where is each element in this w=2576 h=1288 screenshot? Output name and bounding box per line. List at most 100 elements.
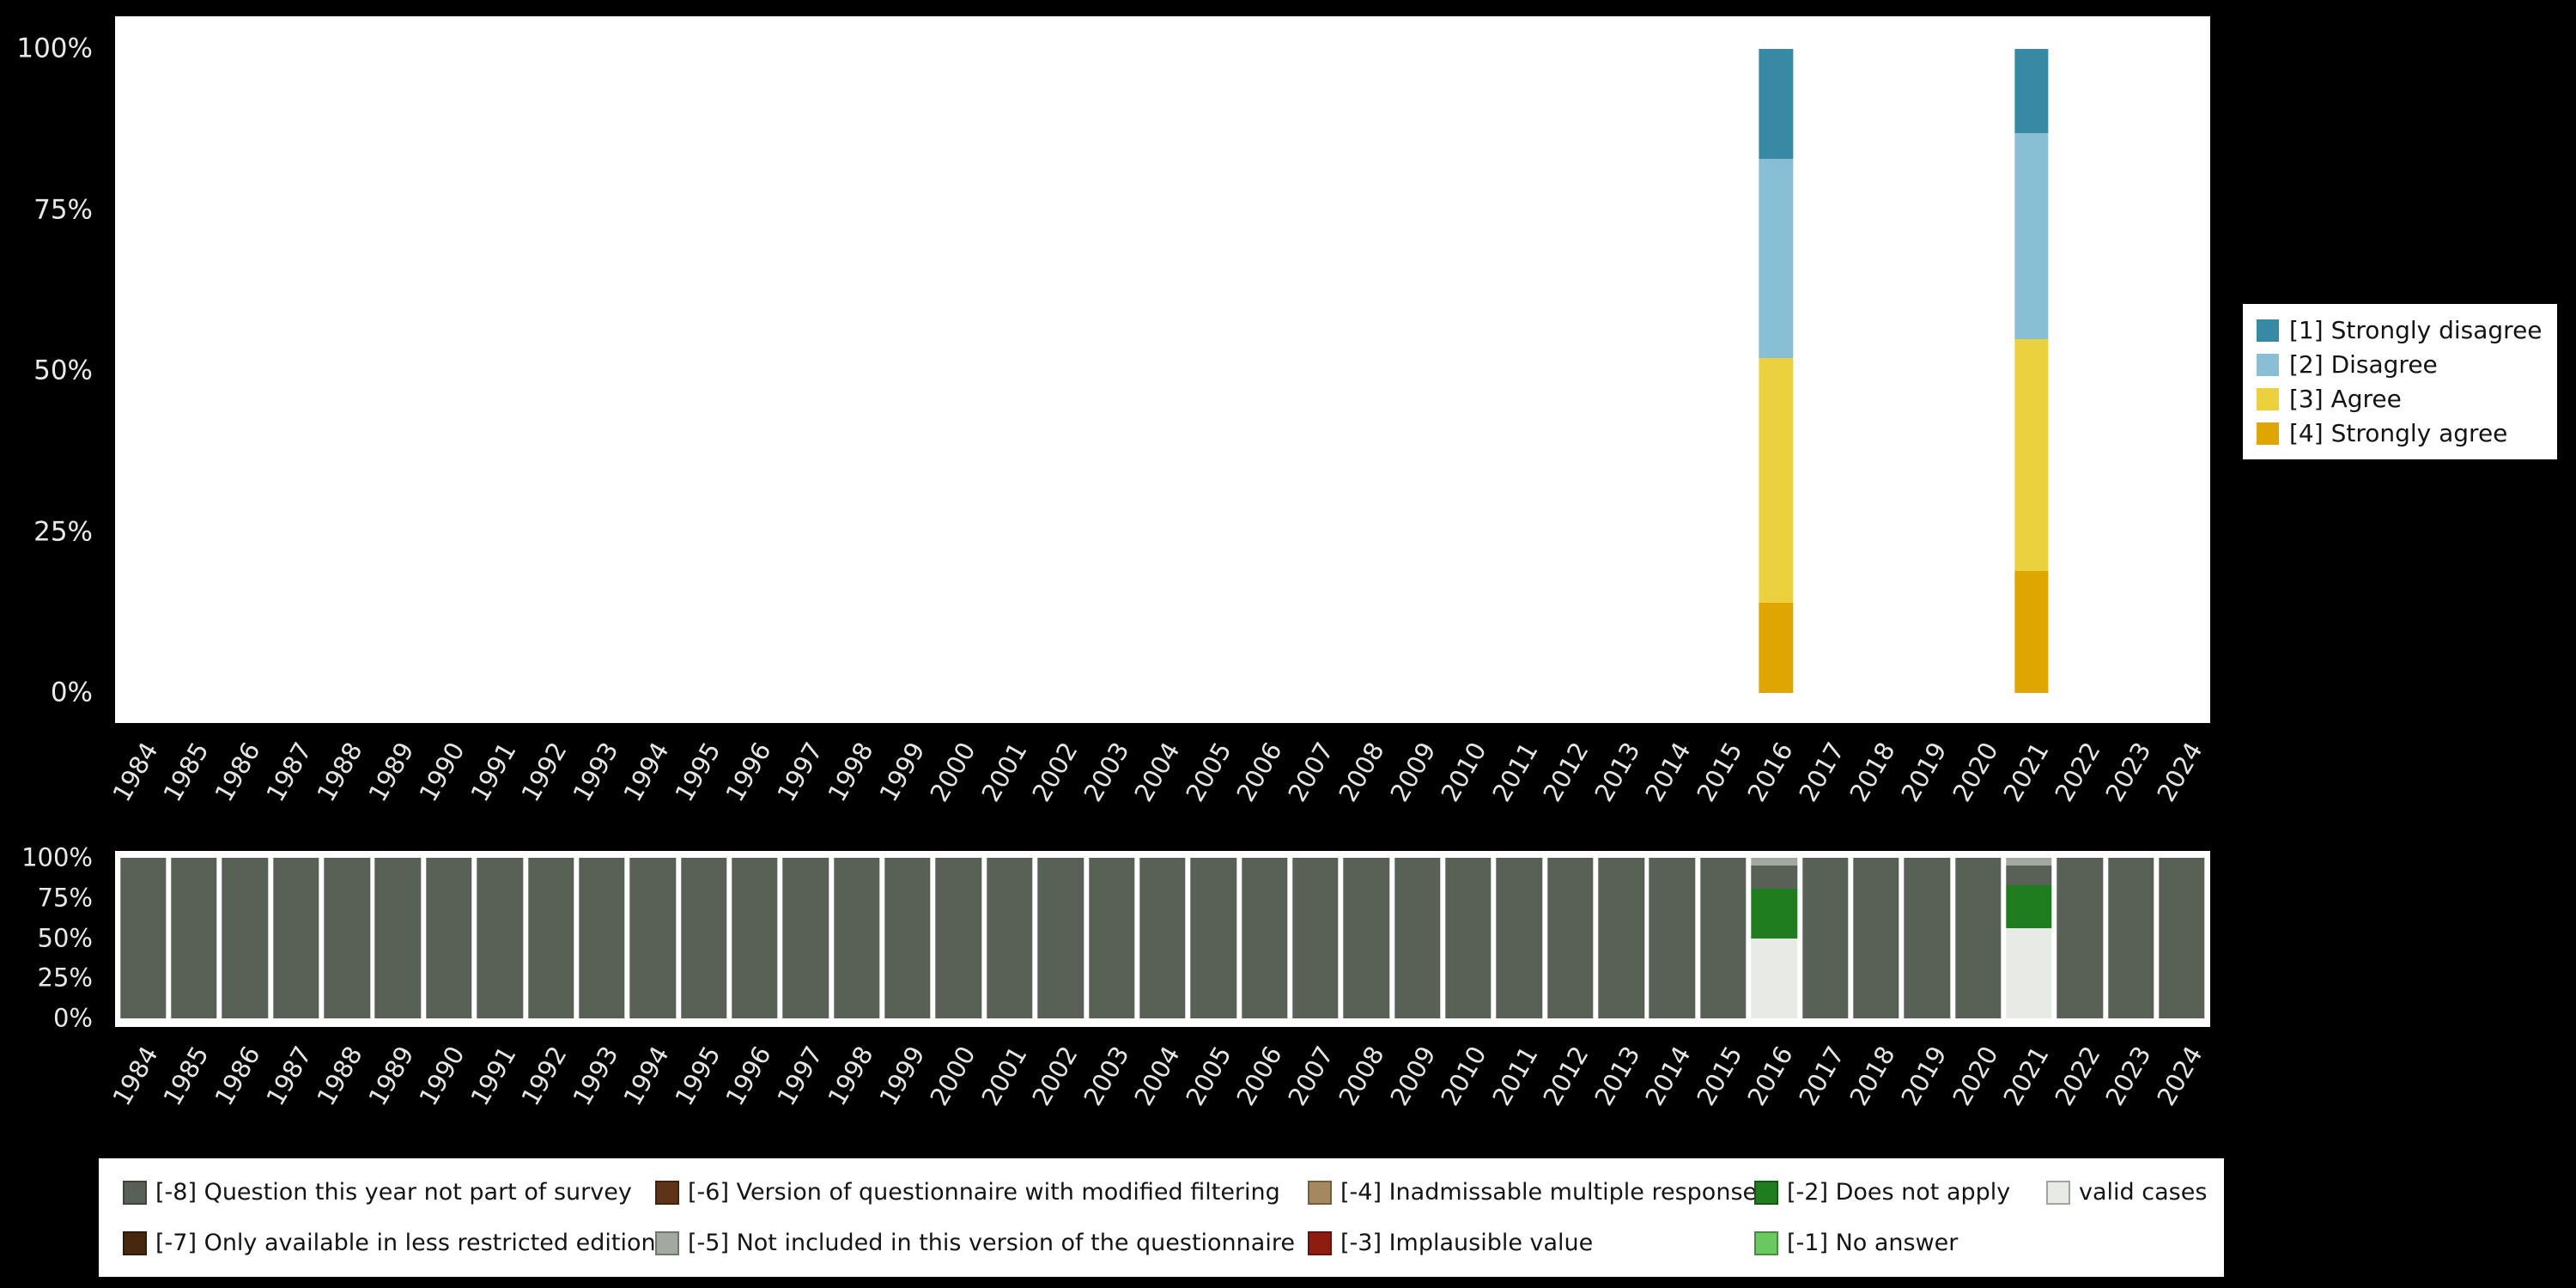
bar-segment bbox=[119, 858, 167, 1018]
bar-segment bbox=[374, 858, 422, 1018]
chart-column-2017 bbox=[1800, 858, 1850, 1018]
chart-column-1997 bbox=[780, 49, 831, 693]
chart-column-1989 bbox=[373, 858, 423, 1018]
x-tick-label: 2016 bbox=[1741, 1041, 1800, 1111]
x-tick-label: 1992 bbox=[515, 1041, 573, 1111]
bar-segment bbox=[2014, 338, 2049, 571]
top-chart-plot bbox=[115, 49, 2210, 693]
chart-column-2011 bbox=[1495, 49, 1546, 693]
chart-column-2010 bbox=[1443, 49, 1495, 693]
stacked-bar-2016 bbox=[1759, 49, 1793, 693]
chart-column-1993 bbox=[575, 49, 627, 693]
x-tick-label: 2001 bbox=[975, 1041, 1033, 1111]
legend-swatch bbox=[2257, 353, 2279, 376]
stacked-bar-2015 bbox=[1700, 858, 1747, 1018]
x-tick-label: 1988 bbox=[311, 737, 368, 807]
x-tick-label: 1997 bbox=[770, 737, 829, 807]
stacked-bar-2024 bbox=[2159, 858, 2205, 1018]
chart-column-2023 bbox=[2108, 49, 2160, 693]
bar-segment bbox=[2006, 884, 2052, 929]
chart-column-1998 bbox=[830, 49, 882, 693]
legend-label: [4] Strongly agree bbox=[2289, 419, 2508, 447]
x-tick-label: 2018 bbox=[1844, 1041, 1902, 1111]
chart-column-1999 bbox=[882, 858, 933, 1018]
chart-column-2019 bbox=[1904, 49, 1955, 693]
bar-segment bbox=[477, 858, 523, 1018]
legend-label: [2] Disagree bbox=[2289, 350, 2438, 379]
x-tick: 2024 bbox=[2151, 726, 2211, 855]
stacked-bar-1996 bbox=[732, 858, 778, 1018]
y-tick-label: 75% bbox=[33, 194, 93, 225]
bar-segment bbox=[2006, 866, 2052, 885]
bar-segment bbox=[1759, 49, 1793, 159]
chart-column-2009 bbox=[1392, 858, 1443, 1018]
legend-item--7: [-7] Only available in less restricted e… bbox=[123, 1230, 656, 1256]
x-tick-label: 2004 bbox=[1128, 1041, 1186, 1111]
chart-column-2019 bbox=[1902, 858, 1953, 1018]
x-tick-label: 2021 bbox=[1997, 737, 2055, 807]
legend-label: [-8] Question this year not part of surv… bbox=[155, 1179, 632, 1206]
chart-column-2008 bbox=[1341, 49, 1393, 693]
bar-segment bbox=[579, 858, 625, 1018]
bar-segment bbox=[222, 858, 269, 1018]
x-tick-label: 2004 bbox=[1128, 737, 1186, 807]
chart-column-2023 bbox=[2105, 858, 2156, 1018]
chart-column-2004 bbox=[1137, 858, 1188, 1018]
stacked-bar-2020 bbox=[1954, 858, 2002, 1018]
bar-segment bbox=[2006, 928, 2052, 1018]
x-tick-label: 1999 bbox=[872, 737, 931, 807]
x-tick-label: 1988 bbox=[311, 1041, 368, 1111]
legend-item-1: [1] Strongly disagree bbox=[2257, 316, 2543, 344]
bar-segment bbox=[2014, 49, 2049, 133]
chart-column-2024 bbox=[2160, 49, 2211, 693]
stacked-bar-2000 bbox=[935, 858, 982, 1018]
stacked-bar-1993 bbox=[579, 858, 625, 1018]
legend-swatch bbox=[1308, 1180, 1332, 1205]
legend-label: [3] Agree bbox=[2289, 385, 2402, 413]
x-tick-label: 2013 bbox=[1589, 737, 1646, 807]
legend-item-valid: valid cases bbox=[2046, 1179, 2207, 1206]
bar-segment bbox=[2159, 858, 2205, 1018]
x-tick-label: 2023 bbox=[2099, 737, 2157, 807]
legend-label: [-3] Implausible value bbox=[1340, 1230, 1594, 1256]
chart-column-2007 bbox=[1290, 858, 1340, 1018]
legend-item-3: [3] Agree bbox=[2257, 385, 2543, 413]
bar-segment bbox=[2107, 858, 2154, 1018]
chart-column-1995 bbox=[677, 49, 729, 693]
bar-segment bbox=[1598, 858, 1644, 1018]
stacked-bar-2023 bbox=[2107, 858, 2154, 1018]
x-tick-label: 2006 bbox=[1230, 737, 1288, 807]
chart-column-1996 bbox=[728, 49, 780, 693]
chart-column-1984 bbox=[118, 858, 168, 1018]
stacked-bar-2004 bbox=[1139, 858, 1186, 1018]
chart-column-1993 bbox=[576, 858, 627, 1018]
x-tick-label: 2012 bbox=[1537, 1041, 1595, 1111]
x-tick-label: 2024 bbox=[2150, 737, 2208, 807]
legend-item-4: [4] Strongly agree bbox=[2257, 419, 2543, 447]
stacked-bar-2001 bbox=[987, 858, 1033, 1018]
bottom-chart-plot bbox=[118, 858, 2208, 1018]
chart-column-1984 bbox=[115, 49, 167, 693]
x-tick-label: 1989 bbox=[361, 737, 420, 807]
chart-column-2020 bbox=[1955, 49, 2007, 693]
bar-segment bbox=[426, 858, 472, 1018]
stacked-bar-1986 bbox=[222, 858, 269, 1018]
x-tick-label: 2017 bbox=[1793, 737, 1850, 807]
legend-label: valid cases bbox=[2079, 1179, 2208, 1206]
x-tick-label: 2007 bbox=[1282, 1041, 1340, 1111]
bar-segment bbox=[732, 858, 778, 1018]
bar-segment bbox=[1241, 858, 1288, 1018]
stacked-bar-2009 bbox=[1394, 858, 1441, 1018]
legend-item--4: [-4] Inadmissable multiple response bbox=[1308, 1179, 1757, 1206]
x-tick-label: 1984 bbox=[106, 1041, 164, 1111]
y-tick-label: 75% bbox=[37, 883, 93, 913]
stacked-bar-2016 bbox=[1751, 858, 1797, 1018]
stacked-bar-1997 bbox=[782, 858, 829, 1018]
chart-column-2018 bbox=[1850, 858, 1901, 1018]
x-tick-label: 2009 bbox=[1384, 1041, 1442, 1111]
stacked-bar-2010 bbox=[1445, 858, 1492, 1018]
legend-swatch bbox=[123, 1180, 147, 1205]
stacked-bar-1987 bbox=[273, 858, 319, 1018]
chart-column-2014 bbox=[1647, 858, 1698, 1018]
